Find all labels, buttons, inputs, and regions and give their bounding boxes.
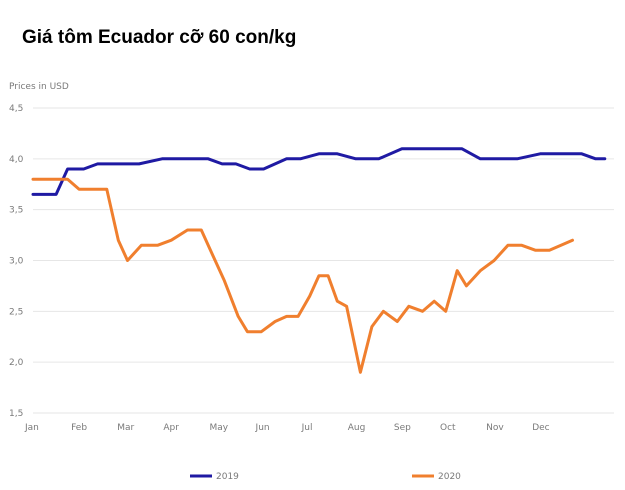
y-axis-label: Prices in USD	[9, 82, 69, 92]
grid-layer	[33, 107, 614, 414]
x-tick-label: Oct	[440, 423, 456, 433]
y-tick-label: 3,0	[9, 257, 24, 267]
x-tick-label: Dec	[532, 423, 549, 433]
x-tick-label: Nov	[486, 423, 504, 433]
legend-label-2020: 2020	[438, 472, 461, 482]
x-tick-label: Jan	[24, 423, 39, 433]
y-tick-label: 3,5	[9, 206, 23, 216]
series-line-2019	[31, 147, 607, 196]
x-tick-label: Sep	[394, 423, 411, 433]
y-tick-label: 2,5	[9, 307, 23, 317]
legend-label-2019: 2019	[216, 472, 239, 482]
y-tick-label: 4,0	[9, 155, 24, 165]
x-tick-label: Jul	[301, 423, 313, 433]
x-tick-label: Jun	[255, 423, 270, 433]
series-layer	[31, 147, 607, 374]
x-tick-label: May	[209, 423, 228, 433]
series-line-2020	[31, 177, 574, 374]
x-tick-label: Feb	[71, 423, 87, 433]
y-tick-label: 2,0	[9, 358, 24, 368]
x-tick-label: Aug	[348, 423, 366, 433]
chart-title: Giá tôm Ecuador cỡ 60 con/kg	[22, 27, 297, 48]
y-tick-label: 4,5	[9, 104, 23, 114]
y-tick-label: 1,5	[9, 409, 23, 419]
legend-layer: 2019 2020	[190, 472, 461, 482]
x-tick-label: Apr	[163, 423, 179, 433]
x-tick-label: Mar	[117, 423, 134, 433]
